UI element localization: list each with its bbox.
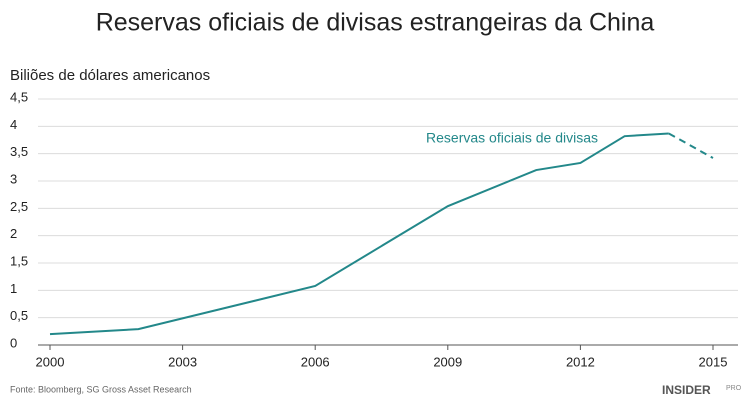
y-tick-label: 2,5: [10, 199, 28, 214]
x-tick-label: 2015: [699, 354, 728, 369]
x-tick-label: 2006: [301, 354, 330, 369]
source: Fonte: Bloomberg, SG Gross Asset Researc…: [10, 384, 192, 394]
y-tick-label: 2: [10, 226, 17, 241]
chart-title: Reservas oficiais de divisas estrangeira…: [96, 9, 655, 37]
y-tick-label: 4: [10, 117, 17, 132]
x-tick-label: 2000: [36, 354, 65, 369]
x-tick-label: 2003: [168, 354, 197, 369]
y-tick-label: 3: [10, 171, 17, 186]
x-tick-label: 2012: [566, 354, 595, 369]
y-tick-label: 0: [10, 335, 17, 350]
series-line-dashed: [668, 132, 714, 159]
x-tick-label: 2009: [433, 354, 462, 369]
series-line: [49, 132, 669, 336]
series-label: Reservas oficiais de divisas: [426, 130, 598, 146]
y-tick-label: 0,5: [10, 308, 28, 323]
logo: INSIDER: [662, 383, 711, 397]
y-tick-label: 3,5: [10, 144, 28, 159]
y-axis-label: Biliões de dólares americanos: [10, 67, 210, 84]
y-tick-label: 1: [10, 281, 17, 296]
logo-badge: PRO: [726, 385, 742, 392]
y-tick-label: 1,5: [10, 253, 28, 268]
y-tick-label: 4,5: [10, 89, 28, 104]
